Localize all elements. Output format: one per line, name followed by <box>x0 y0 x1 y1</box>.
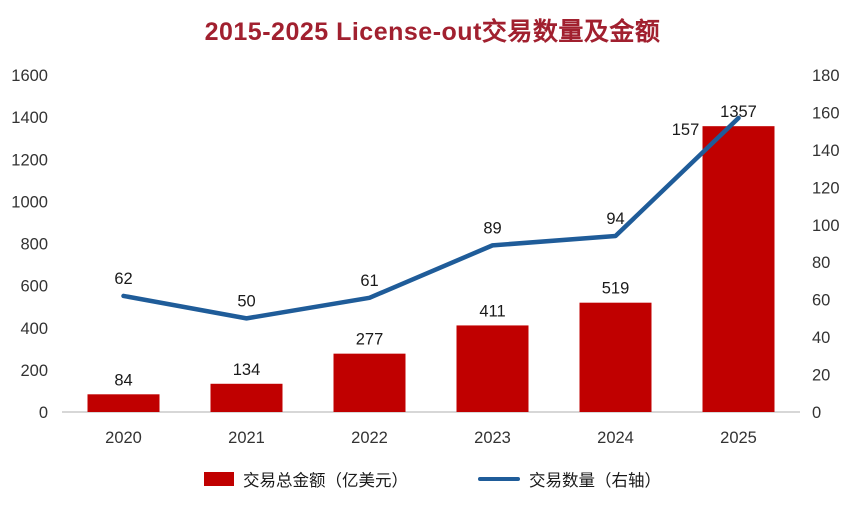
legend-item-line: 交易数量（右轴） <box>478 467 661 491</box>
chart-title: 2015-2025 License-out交易数量及金额 <box>204 18 661 46</box>
line-series-swatch <box>478 477 520 481</box>
bar-data-label: 84 <box>114 371 132 389</box>
bar-data-label: 134 <box>233 361 261 379</box>
right-axis-tick-label: 60 <box>812 292 830 310</box>
right-axis-tick-label: 120 <box>812 179 840 197</box>
x-axis-category-label: 2021 <box>228 429 265 447</box>
bar-data-label: 519 <box>602 280 630 298</box>
right-axis-tick-label: 140 <box>812 142 840 160</box>
x-axis-category-label: 2023 <box>474 429 511 447</box>
bar <box>210 383 283 412</box>
bar <box>456 325 529 412</box>
right-axis-tick-label: 0 <box>812 404 821 422</box>
bar-series-swatch <box>204 472 234 486</box>
line-data-label: 157 <box>672 121 700 139</box>
line-data-label: 61 <box>360 272 378 290</box>
bar <box>87 394 160 412</box>
chart-legend: 交易总金额（亿美元） 交易数量（右轴） <box>0 467 865 491</box>
line-data-label: 94 <box>606 210 624 228</box>
left-axis-tick-label: 1200 <box>11 151 48 169</box>
left-axis-tick-label: 0 <box>39 404 48 422</box>
left-axis-tick-label: 800 <box>20 236 48 254</box>
left-axis-tick-label: 1400 <box>11 109 48 127</box>
right-axis-tick-label: 160 <box>812 104 840 122</box>
left-axis-tick-label: 400 <box>20 320 48 338</box>
right-axis-tick-label: 40 <box>812 329 830 347</box>
left-axis-tick-label: 1600 <box>11 67 48 85</box>
x-axis-category-label: 2022 <box>351 429 388 447</box>
legend-label-bar: 交易总金额（亿美元） <box>243 472 408 490</box>
line-data-label: 50 <box>237 292 255 310</box>
left-axis-tick-label: 1000 <box>11 193 48 211</box>
bar-data-label: 1357 <box>720 103 757 121</box>
bar <box>333 353 406 412</box>
left-axis-tick-label: 200 <box>20 362 48 380</box>
line-series <box>121 115 741 321</box>
line-data-label: 62 <box>114 270 132 288</box>
bar-data-label: 411 <box>479 302 505 320</box>
bar <box>702 126 775 412</box>
right-axis-tick-label: 180 <box>812 67 840 85</box>
legend-item-bar: 交易总金额（亿美元） <box>204 467 408 491</box>
legend-label-line: 交易数量（右轴） <box>529 472 661 490</box>
right-axis-tick-label: 100 <box>812 217 840 235</box>
x-axis-category-label: 2025 <box>720 429 757 447</box>
left-axis-tick-label: 600 <box>20 278 48 296</box>
line-data-label: 89 <box>483 219 501 237</box>
bar-data-label: 277 <box>356 331 384 349</box>
x-axis-category-label: 2020 <box>105 429 142 447</box>
right-axis-tick-label: 20 <box>812 367 830 385</box>
x-axis-category-label: 2024 <box>597 429 634 447</box>
right-axis-tick-label: 80 <box>812 254 830 272</box>
bar <box>579 302 652 412</box>
